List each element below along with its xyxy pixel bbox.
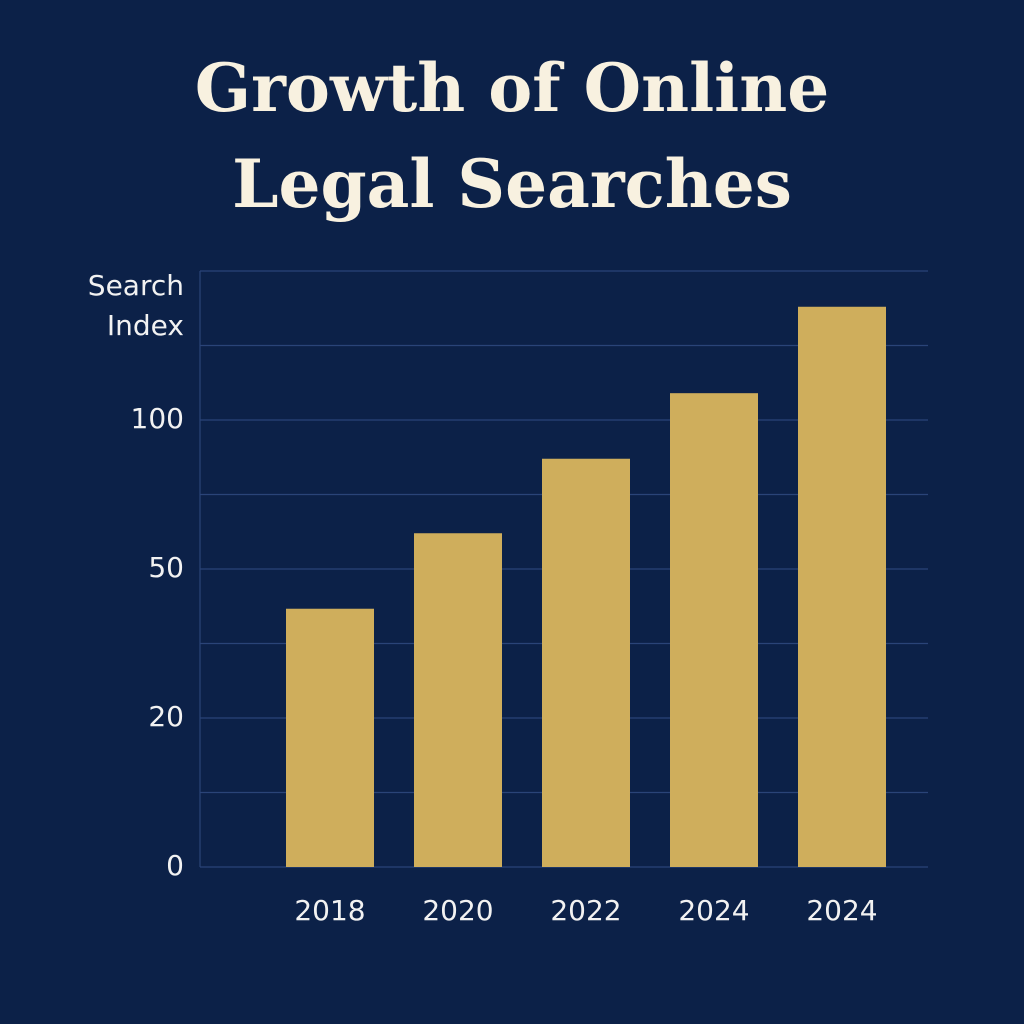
bar <box>798 306 886 867</box>
bar <box>670 393 758 867</box>
chart-title: Growth of Online Legal Searches <box>194 49 830 223</box>
y-axis-label: Search Index <box>87 269 184 342</box>
y-tick-label: 20 <box>148 700 184 733</box>
x-tick-label: 2018 <box>294 894 365 927</box>
bar <box>542 458 630 867</box>
x-tick-label: 2022 <box>550 894 621 927</box>
y-tick-label: 50 <box>148 551 184 584</box>
bar <box>414 533 502 867</box>
x-tick-label: 2024 <box>806 894 877 927</box>
bar <box>286 608 374 867</box>
y-tick-label: 100 <box>131 402 184 435</box>
y-tick-label: 0 <box>166 849 184 882</box>
x-tick-label: 2024 <box>678 894 749 927</box>
x-tick-label: 2020 <box>422 894 493 927</box>
